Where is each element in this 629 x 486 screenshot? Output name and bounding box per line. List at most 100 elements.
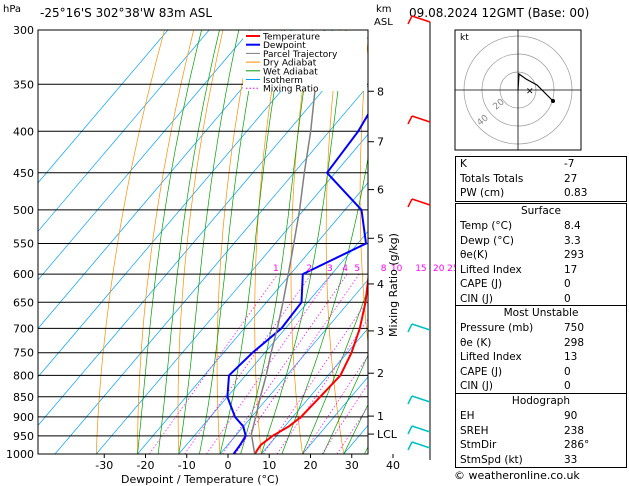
pressure-tick-label: 850 bbox=[13, 391, 34, 404]
hodograph-row: StmSpd (kt) 33 bbox=[456, 453, 626, 468]
legend-entry: Isotherm bbox=[263, 76, 303, 86]
surface-value: 8.4 bbox=[564, 220, 581, 232]
pressure-tick-label: 900 bbox=[13, 411, 34, 424]
legend-entry: Dewpoint bbox=[263, 41, 306, 51]
isotherm-line bbox=[38, 30, 169, 184]
pressure-tick-label: 1000 bbox=[6, 448, 34, 461]
wind-barb-icon bbox=[411, 115, 431, 123]
height-tick-label: 2 bbox=[377, 367, 384, 380]
isotherm-line bbox=[95, 133, 368, 454]
most-unstable-title: Most Unstable bbox=[503, 307, 579, 319]
x-axis-label: Dewpoint / Temperature (°C) bbox=[121, 473, 279, 486]
unstable-value: 298 bbox=[564, 336, 585, 349]
isotherm-line bbox=[178, 230, 368, 454]
mixing-ratio-line bbox=[302, 355, 368, 454]
dry-adiabat-line bbox=[95, 30, 165, 454]
pressure-tick-label: 750 bbox=[13, 347, 34, 360]
hodograph-label: StmDir bbox=[460, 439, 497, 451]
surface-label: Lifted Index bbox=[460, 263, 522, 276]
x-tick-label: -10 bbox=[178, 459, 196, 472]
storm-motion-icon: ✕ bbox=[526, 87, 534, 97]
mixing-ratio-line bbox=[263, 299, 368, 454]
wind-barb-icon bbox=[411, 323, 431, 331]
wind-barb-icon bbox=[407, 15, 413, 25]
index-label: PW (cm) bbox=[460, 187, 505, 199]
surface-value: 17 bbox=[564, 263, 578, 276]
height-tick-label: 3 bbox=[377, 325, 384, 338]
forecast-datetime: 09.08.2024 12GMT (Base: 00) bbox=[409, 6, 590, 20]
km-unit-label: km bbox=[376, 4, 392, 15]
plot-frame bbox=[37, 29, 369, 455]
mixing-ratio-label: 4 bbox=[342, 264, 348, 274]
isotherm-line bbox=[54, 85, 368, 454]
unstable-label: Pressure (mb) bbox=[460, 322, 534, 334]
hodograph-panel: Hodograph EH 90 SREH 238 StmDir 286° StmSpd (k… bbox=[455, 393, 627, 468]
pressure-unit-label: hPa bbox=[3, 4, 22, 15]
height-tick-label: 4 bbox=[377, 278, 384, 291]
hodograph-row: EH 90 bbox=[456, 409, 626, 424]
credit-text: © weatheronline.co.uk bbox=[454, 469, 580, 482]
mixing-ratio-line bbox=[149, 273, 279, 454]
x-tick-label: 0 bbox=[225, 459, 232, 472]
unstable-value: 750 bbox=[564, 322, 585, 334]
isotherm-line bbox=[38, 30, 210, 232]
index-value: 0.83 bbox=[564, 187, 588, 199]
mixing-ratio-line bbox=[321, 383, 368, 454]
x-tick-label: 20 bbox=[304, 459, 318, 472]
pressure-tick-label: 600 bbox=[13, 268, 34, 281]
unstable-row: Lifted Index 13 bbox=[456, 350, 626, 365]
dry-adiabat-line bbox=[216, 30, 253, 454]
most-unstable-panel: Most Unstable Pressure (mb) 750 θe (K) 298 L… bbox=[455, 305, 627, 395]
pressure-tick-label: 950 bbox=[13, 430, 34, 443]
hodograph-endpoint bbox=[551, 99, 555, 103]
wind-barb-icon bbox=[411, 15, 431, 23]
x-tick-label: 40 bbox=[386, 459, 400, 472]
wind-barb-icon bbox=[411, 198, 431, 206]
hodograph-value: 33 bbox=[564, 453, 578, 466]
hodograph-trace bbox=[517, 72, 554, 102]
height-tick-label: 6 bbox=[377, 184, 384, 197]
pressure-tick-label: 800 bbox=[13, 369, 34, 382]
hodograph-value: 238 bbox=[564, 424, 585, 437]
pressure-tick-label: 450 bbox=[13, 167, 34, 180]
index-value: 27 bbox=[564, 172, 578, 185]
legend-entry: Dry Adiabat bbox=[263, 59, 317, 69]
hodograph-row: SREH 238 bbox=[456, 424, 626, 439]
unstable-row: CIN (J) 0 bbox=[456, 379, 626, 394]
hodograph-label: StmSpd (kt) bbox=[460, 453, 523, 466]
hodograph-label: EH bbox=[460, 410, 475, 422]
hodograph-label: SREH bbox=[460, 424, 489, 437]
height-tick-label: 7 bbox=[377, 136, 384, 149]
y-axis-label: Mixing Ratio (g/kg) bbox=[387, 233, 400, 337]
x-tick-label: -20 bbox=[137, 459, 155, 472]
parcel-trajectory-profile bbox=[250, 30, 326, 454]
surface-row: Lifted Index 17 bbox=[456, 263, 626, 278]
legend-entry: Mixing Ratio bbox=[263, 85, 319, 95]
mixing-ratio-line bbox=[276, 318, 368, 454]
hodograph-row: StmDir 286° bbox=[456, 438, 626, 453]
unstable-value: 0 bbox=[564, 365, 571, 378]
surface-row: Temp (°C) 8.4 bbox=[456, 219, 626, 234]
unstable-value: 0 bbox=[564, 380, 571, 392]
surface-value: 3.3 bbox=[564, 234, 581, 247]
temperature-profile bbox=[253, 273, 368, 454]
mixing-ratio-line bbox=[235, 273, 360, 454]
hodograph-title: Hodograph bbox=[511, 395, 571, 407]
x-tick-label: 30 bbox=[345, 459, 359, 472]
pressure-tick-label: 650 bbox=[13, 296, 34, 309]
surface-row: CIN (J) 0 bbox=[456, 292, 626, 307]
pressure-tick-label: 300 bbox=[13, 24, 34, 37]
wind-barb-icon bbox=[407, 115, 413, 125]
wet-adiabat-line bbox=[199, 30, 261, 454]
pressure-tick-label: 700 bbox=[13, 322, 34, 335]
hodograph-unit-label: kt bbox=[460, 33, 469, 43]
unstable-row: Pressure (mb) 750 bbox=[456, 321, 626, 336]
unstable-row: θe (K) 298 bbox=[456, 336, 626, 351]
x-tick-label: -30 bbox=[95, 459, 113, 472]
surface-panel: Surface Temp (°C) 8.4 Dewp (°C) 3.3 θe(K) 293… bbox=[455, 203, 627, 307]
index-row: PW (cm) 0.83 bbox=[456, 186, 626, 201]
unstable-label: CAPE (J) bbox=[460, 365, 503, 378]
pressure-tick-label: 400 bbox=[13, 125, 34, 138]
unstable-label: θe (K) bbox=[460, 336, 492, 349]
